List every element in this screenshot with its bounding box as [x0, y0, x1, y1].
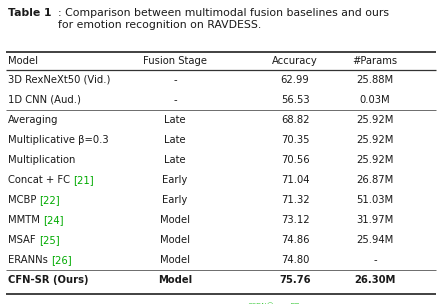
Text: Early: Early [162, 175, 187, 185]
Text: 25.88M: 25.88M [356, 75, 393, 85]
Text: 31.97M: 31.97M [356, 215, 394, 225]
Text: [25]: [25] [39, 235, 59, 245]
Text: : Comparison between multimodal fusion baselines and ours
for emotion recognitio: : Comparison between multimodal fusion b… [58, 8, 389, 29]
Text: Fusion Stage: Fusion Stage [143, 56, 207, 66]
Text: -: - [373, 255, 377, 265]
Text: MCBP: MCBP [8, 195, 39, 205]
Text: MSAF: MSAF [8, 235, 39, 245]
Text: 3D RexNeXt50 (Vid.): 3D RexNeXt50 (Vid.) [8, 75, 111, 85]
Text: 0.03M: 0.03M [360, 95, 390, 105]
Text: -: - [173, 75, 177, 85]
Text: Model: Model [160, 255, 190, 265]
Text: [21]: [21] [73, 175, 94, 185]
Text: Late: Late [164, 135, 186, 145]
Text: 74.80: 74.80 [281, 255, 309, 265]
Text: 25.92M: 25.92M [356, 135, 394, 145]
Text: 71.32: 71.32 [281, 195, 309, 205]
Text: Late: Late [164, 115, 186, 125]
Text: Multiplication: Multiplication [8, 155, 76, 165]
Text: 25.92M: 25.92M [356, 155, 394, 165]
Text: Concat + FC: Concat + FC [8, 175, 73, 185]
Text: 26.87M: 26.87M [356, 175, 394, 185]
Text: 71.04: 71.04 [281, 175, 309, 185]
Text: 70.56: 70.56 [281, 155, 309, 165]
Text: -: - [173, 95, 177, 105]
Text: 1D CNN (Aud.): 1D CNN (Aud.) [8, 95, 81, 105]
Text: 62.99: 62.99 [281, 75, 309, 85]
Text: 26.30M: 26.30M [354, 275, 396, 285]
Text: 25.92M: 25.92M [356, 115, 394, 125]
Text: MMTM: MMTM [8, 215, 43, 225]
Text: ERANNs: ERANNs [8, 255, 51, 265]
Text: [22]: [22] [39, 195, 60, 205]
Text: #Params: #Params [352, 56, 397, 66]
Text: [24]: [24] [43, 215, 64, 225]
Text: Model: Model [8, 56, 38, 66]
Text: 74.86: 74.86 [281, 235, 309, 245]
Text: 51.03M: 51.03M [356, 195, 393, 205]
Text: 56.53: 56.53 [281, 95, 309, 105]
Text: Early: Early [162, 195, 187, 205]
Text: Multiplicative β=0.3: Multiplicative β=0.3 [8, 135, 109, 145]
Text: Model: Model [158, 275, 192, 285]
Text: Model: Model [160, 215, 190, 225]
Text: Averaging: Averaging [8, 115, 58, 125]
Text: 73.12: 73.12 [281, 215, 309, 225]
Text: 75.76: 75.76 [279, 275, 311, 285]
Text: 25.94M: 25.94M [356, 235, 394, 245]
Text: Model: Model [160, 235, 190, 245]
Text: [26]: [26] [51, 255, 72, 265]
Text: CFN-SR (Ours): CFN-SR (Ours) [8, 275, 88, 285]
Text: CSDN@uuu_柚子: CSDN@uuu_柚子 [248, 302, 300, 304]
Text: Late: Late [164, 155, 186, 165]
Text: Accuracy: Accuracy [272, 56, 318, 66]
Text: 70.35: 70.35 [281, 135, 309, 145]
Text: 68.82: 68.82 [281, 115, 309, 125]
Text: Table 1: Table 1 [8, 8, 52, 18]
